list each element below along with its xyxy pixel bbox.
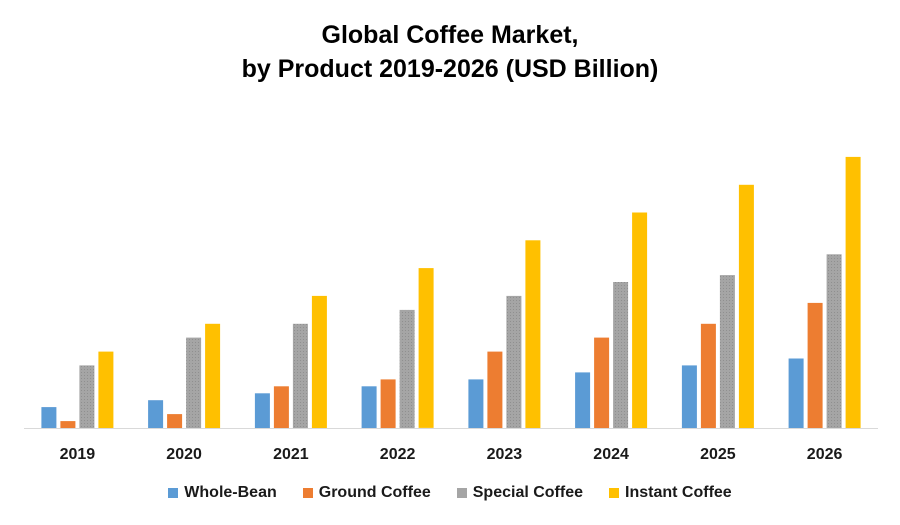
legend-item-ground-coffee: Ground Coffee xyxy=(302,484,431,502)
bar-instant-coffee-2023 xyxy=(525,240,541,428)
chart-title: Global Coffee Market, by Product 2019-20… xyxy=(0,18,900,86)
legend-item-instant-coffee: Instant Coffee xyxy=(609,484,732,502)
legend-label-whole-bean: Whole-Bean xyxy=(184,484,277,501)
bar-special-coffee-2020 xyxy=(186,337,202,428)
bar-ground-coffee-2022 xyxy=(380,379,396,428)
x-tick-label-2021: 2021 xyxy=(273,446,309,463)
x-tick-label-2023: 2023 xyxy=(487,446,523,463)
x-tick-label-2024: 2024 xyxy=(593,446,629,463)
bar-instant-coffee-2021 xyxy=(311,295,327,428)
legend-item-special-coffee: Special Coffee xyxy=(456,484,584,502)
bar-whole-bean-2019 xyxy=(41,407,57,428)
legend-swatch-whole-bean xyxy=(168,488,179,498)
legend-swatch-special-coffee xyxy=(456,488,467,498)
legend-item-whole-bean: Whole-Bean xyxy=(168,484,277,502)
bar-ground-coffee-2025 xyxy=(700,323,716,429)
legend-swatch-instant-coffee xyxy=(609,488,620,498)
bar-ground-coffee-2026 xyxy=(807,302,823,428)
bar-whole-bean-2022 xyxy=(361,386,377,428)
bar-special-coffee-2019 xyxy=(79,365,95,428)
bar-special-coffee-2025 xyxy=(719,275,735,428)
bar-instant-coffee-2024 xyxy=(632,212,648,428)
x-tick-label-2026: 2026 xyxy=(807,446,843,463)
bar-instant-coffee-2025 xyxy=(738,184,754,429)
bar-ground-coffee-2021 xyxy=(273,386,289,428)
chart-title-line-1: Global Coffee Market, xyxy=(321,21,579,49)
bar-special-coffee-2026 xyxy=(826,254,842,429)
bar-whole-bean-2020 xyxy=(148,400,164,428)
bar-ground-coffee-2019 xyxy=(60,421,76,429)
x-tick-label-2019: 2019 xyxy=(60,446,96,463)
x-tick-label-2025: 2025 xyxy=(700,446,736,463)
legend-swatch-ground-coffee xyxy=(302,488,313,498)
legend: Whole-Bean Ground Coffee Special Coffee … xyxy=(0,484,900,502)
bar-ground-coffee-2020 xyxy=(167,414,183,428)
bar-whole-bean-2023 xyxy=(468,379,484,428)
bar-special-coffee-2023 xyxy=(506,295,522,428)
chart-title-line-2: by Product 2019-2026 (USD Billion) xyxy=(241,55,659,83)
x-tick-label-2022: 2022 xyxy=(380,446,416,463)
bar-whole-bean-2025 xyxy=(681,365,697,428)
bar-special-coffee-2024 xyxy=(613,282,629,428)
bar-special-coffee-2022 xyxy=(399,309,415,429)
bar-whole-bean-2021 xyxy=(254,393,270,429)
legend-label-instant-coffee: Instant Coffee xyxy=(625,484,732,501)
bar-ground-coffee-2023 xyxy=(487,351,503,429)
bar-ground-coffee-2024 xyxy=(594,337,610,428)
bar-instant-coffee-2026 xyxy=(845,156,861,428)
legend-label-ground-coffee: Ground Coffee xyxy=(318,484,431,501)
x-tick-label-2020: 2020 xyxy=(166,446,202,463)
bar-special-coffee-2021 xyxy=(292,323,308,429)
bar-instant-coffee-2022 xyxy=(418,268,434,428)
legend-label-special-coffee: Special Coffee xyxy=(472,484,584,501)
bar-whole-bean-2026 xyxy=(788,358,804,428)
bar-whole-bean-2024 xyxy=(575,372,591,428)
bar-instant-coffee-2019 xyxy=(98,351,114,429)
bar-instant-coffee-2020 xyxy=(205,323,221,429)
